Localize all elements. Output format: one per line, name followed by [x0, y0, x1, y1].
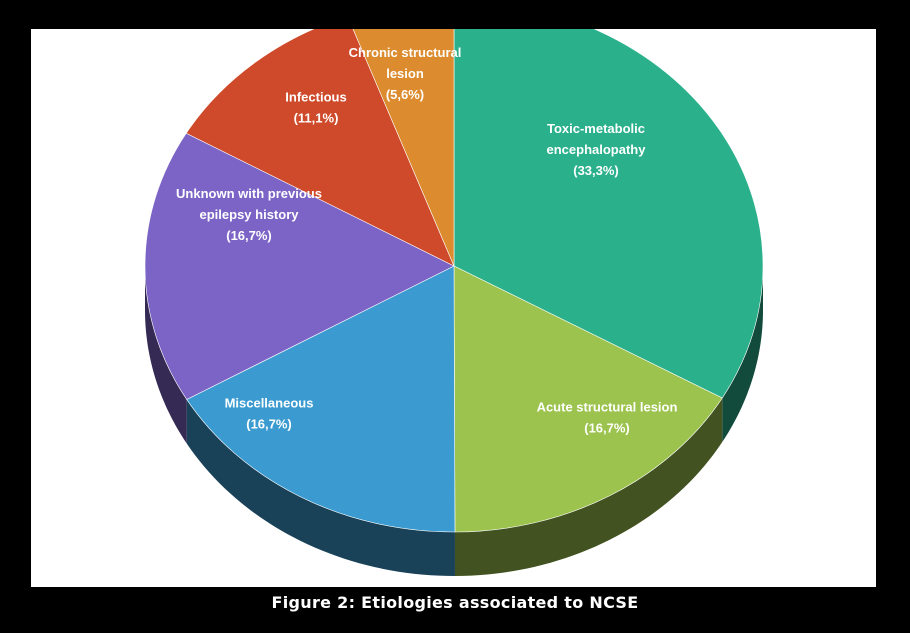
- pie-slice-5: [352, 29, 455, 267]
- slice-label-line: Infectious: [285, 90, 346, 105]
- slice-label-line: (16,7%): [226, 228, 272, 243]
- slice-label-3: Unknown with previous epilepsy history (16…: [176, 186, 322, 243]
- slice-label-4: Infectious (11,1%): [285, 90, 346, 126]
- slice-label-5: Chronic structural lesion (5,6%): [349, 45, 462, 102]
- slice-label-line: lesion: [386, 66, 424, 81]
- slice-label-line: Acute structural lesion: [537, 400, 678, 415]
- pie-slice-3: [144, 132, 455, 400]
- slice-label-1: Acute structural lesion (16,7%): [537, 400, 678, 436]
- slice-label-2: Miscellaneous (16,7%): [225, 396, 314, 432]
- slice-label-line: (16,7%): [584, 421, 630, 436]
- pie-slice-0: [453, 29, 764, 399]
- pie-slice-side-3: [145, 266, 187, 444]
- chart-frame: Toxic-metabolic encephalopathy (33,3%) Acut…: [31, 29, 876, 587]
- slice-label-line: encephalopathy: [547, 142, 647, 157]
- figure-caption: Figure 2: Etiologies associated to NCSE: [271, 593, 639, 612]
- pie-slice-2: [186, 265, 456, 533]
- slice-label-line: Unknown with previous: [176, 186, 322, 201]
- slice-label-line: (11,1%): [294, 111, 339, 126]
- pie-chart: Toxic-metabolic encephalopathy (33,3%) Acut…: [144, 29, 764, 576]
- slice-label-line: Chronic structural: [349, 45, 462, 60]
- slice-label-line: Toxic-metabolic: [547, 121, 645, 136]
- slice-label-line: epilepsy history: [200, 207, 300, 222]
- pie-slice-side-0: [722, 266, 763, 443]
- pie-slice-4: [185, 29, 455, 267]
- slice-label-line: (16,7%): [246, 417, 292, 432]
- slice-label-0: Toxic-metabolic encephalopathy (33,3%): [547, 121, 647, 178]
- pie-slice-1: [453, 265, 723, 533]
- pie-slice-side-1: [454, 398, 723, 576]
- slice-label-line: (5,6%): [386, 87, 424, 102]
- pie-slice-side-2: [186, 399, 455, 576]
- slice-label-line: Miscellaneous: [225, 396, 314, 411]
- slice-label-line: (33,3%): [573, 163, 619, 178]
